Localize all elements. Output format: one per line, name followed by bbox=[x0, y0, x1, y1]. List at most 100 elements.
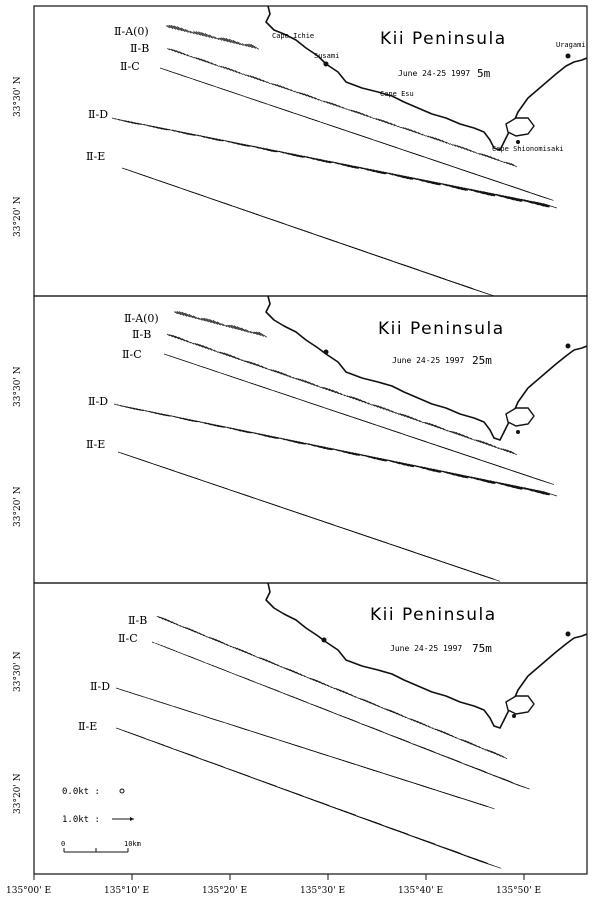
current-vector bbox=[410, 129, 417, 134]
current-vector bbox=[486, 479, 496, 484]
current-vector bbox=[184, 312, 194, 319]
current-vector bbox=[193, 56, 198, 60]
current-vector bbox=[129, 406, 139, 411]
current-vector bbox=[470, 742, 478, 748]
current-vector bbox=[166, 333, 171, 337]
current-vector bbox=[331, 102, 338, 107]
current-vector bbox=[447, 733, 454, 738]
current-vector bbox=[195, 31, 204, 37]
current-vector bbox=[434, 728, 439, 732]
current-vector bbox=[436, 469, 449, 474]
current-vector bbox=[328, 388, 337, 394]
current-vector bbox=[335, 688, 342, 692]
current-vector bbox=[268, 660, 276, 666]
current-vector bbox=[219, 351, 225, 355]
current-vector bbox=[502, 448, 509, 453]
current-vector bbox=[442, 470, 460, 477]
current-vector bbox=[310, 95, 317, 100]
current-vector bbox=[314, 97, 320, 101]
current-vector bbox=[462, 739, 469, 744]
current-vector bbox=[170, 415, 178, 418]
current-vector bbox=[154, 411, 165, 416]
current-vector bbox=[143, 123, 151, 127]
current-vector bbox=[465, 147, 472, 152]
current-vector bbox=[218, 138, 225, 142]
current-vector bbox=[353, 396, 361, 402]
current-vector bbox=[176, 50, 183, 55]
current-vector bbox=[226, 353, 234, 359]
current-vector bbox=[533, 489, 551, 496]
current-vector bbox=[495, 481, 515, 489]
current-vector bbox=[240, 143, 250, 147]
current-vector bbox=[380, 406, 388, 411]
current-vector bbox=[356, 397, 364, 403]
current-vector bbox=[215, 138, 224, 142]
current-vector bbox=[303, 155, 315, 160]
current-vector bbox=[273, 436, 280, 439]
current-vector bbox=[386, 121, 393, 126]
panel-3: Kii Peninsula June 24-25 1997 75m Ⅱ-B Ⅱ-… bbox=[13, 582, 588, 875]
survey-date: June 24-25 1997 bbox=[398, 69, 470, 78]
current-vector bbox=[217, 424, 225, 428]
current-vector bbox=[253, 654, 259, 659]
current-vector bbox=[414, 719, 422, 725]
current-vector bbox=[245, 651, 253, 656]
current-vector bbox=[460, 186, 472, 192]
current-vector bbox=[239, 429, 250, 434]
current-vector bbox=[420, 722, 428, 727]
current-vector bbox=[263, 658, 270, 663]
current-vector bbox=[306, 94, 314, 99]
current-vector bbox=[434, 137, 442, 142]
survey-date: June 24-25 1997 bbox=[392, 356, 464, 365]
latitude-label: 33°30' N bbox=[13, 651, 23, 692]
current-vector bbox=[178, 311, 188, 317]
current-vector bbox=[411, 464, 425, 470]
current-vector bbox=[256, 363, 264, 369]
current-vector bbox=[388, 172, 405, 179]
current-vector bbox=[198, 632, 205, 637]
town-marker-susami bbox=[323, 349, 329, 355]
current-vector bbox=[188, 418, 198, 423]
current-vector bbox=[470, 476, 490, 484]
current-vector bbox=[331, 686, 336, 690]
current-vector bbox=[282, 86, 289, 91]
current-vector bbox=[299, 378, 306, 383]
current-vector bbox=[233, 646, 238, 650]
current-vector bbox=[454, 144, 460, 148]
current-vector bbox=[326, 387, 334, 393]
current-vector bbox=[208, 636, 214, 641]
current-vector bbox=[290, 89, 295, 93]
current-vector bbox=[197, 57, 204, 62]
current-vector bbox=[461, 474, 473, 479]
current-vector bbox=[253, 145, 265, 151]
current-vector bbox=[508, 196, 523, 202]
current-vector bbox=[175, 623, 181, 627]
current-vector bbox=[218, 351, 222, 354]
legend: 0.0kt : 1.0kt : 0 10km bbox=[61, 787, 141, 853]
current-vector bbox=[285, 667, 291, 672]
current-vector bbox=[152, 125, 163, 130]
transect-label: Ⅱ-B bbox=[130, 42, 149, 55]
current-vector bbox=[480, 574, 501, 582]
current-vector bbox=[178, 336, 186, 342]
kii-coastline bbox=[265, 5, 588, 151]
current-vector bbox=[212, 137, 222, 142]
current-vector bbox=[221, 323, 228, 328]
current-vector bbox=[238, 71, 244, 75]
current-vector bbox=[429, 180, 441, 185]
current-vector bbox=[233, 325, 243, 332]
transect-label: Ⅱ-B bbox=[132, 328, 151, 341]
current-vector bbox=[244, 43, 250, 48]
longitude-label: 135°00' E bbox=[6, 886, 51, 896]
current-vector bbox=[364, 454, 380, 461]
current-vector bbox=[156, 615, 161, 619]
current-vector bbox=[414, 418, 421, 423]
current-vector bbox=[477, 152, 481, 155]
current-vector bbox=[255, 76, 262, 82]
current-vector bbox=[175, 651, 180, 653]
current-vector bbox=[320, 386, 325, 390]
island bbox=[505, 117, 535, 137]
current-vector bbox=[243, 143, 251, 147]
current-vector bbox=[467, 741, 475, 746]
current-vector bbox=[277, 370, 285, 376]
